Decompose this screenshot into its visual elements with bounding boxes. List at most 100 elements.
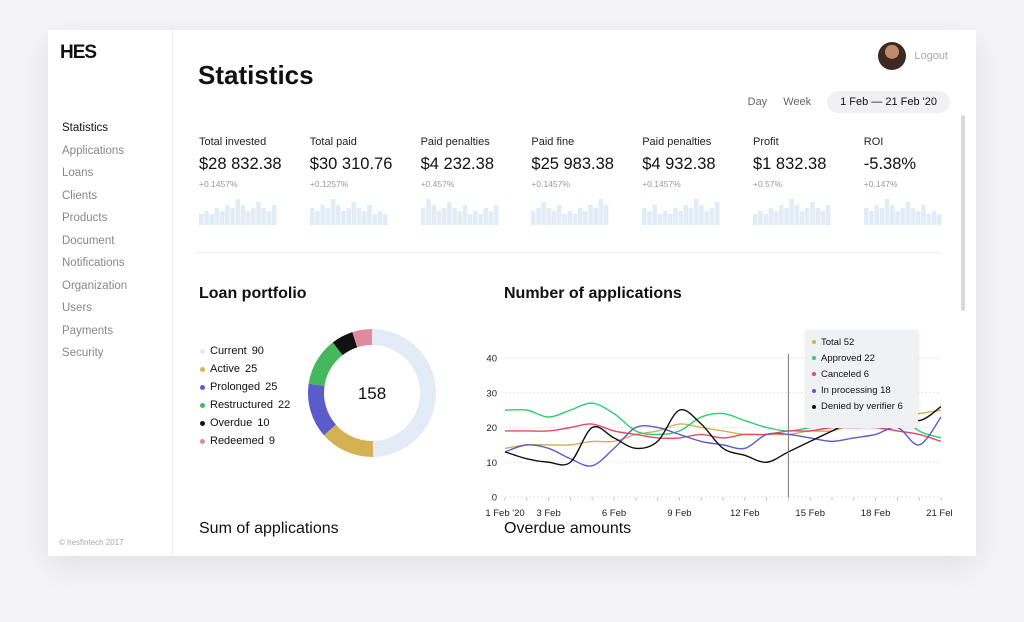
sparkline-bar [266,211,272,225]
sidebar-item-security[interactable]: Security [62,347,104,359]
sparkline-bar [482,208,488,225]
metric-delta: +0.1257% [309,179,349,189]
sparkline-bar [714,202,720,225]
sparkline-bar [456,211,462,225]
sidebar-item-organization[interactable]: Organization [62,279,128,292]
legend-item: Prolonged 25 [200,378,290,396]
sparkline-bar [763,214,768,225]
sparkline-bar [662,211,668,225]
date-range: Day Week 1 Feb — 21 Feb '20 [748,91,950,113]
sidebar-item-loans[interactable]: Loans [62,167,94,179]
sparkline-bar [794,205,800,225]
sparkline-bar [673,208,678,225]
metric-sparkline [531,199,609,225]
metric-card: Paid fine $25 983.38 +0.1457% [531,136,631,225]
donut-slice [308,383,336,436]
sidebar-item-users[interactable]: Users [62,302,93,314]
metric-card: ROI -5.38% +0.147% [863,136,964,225]
metric-card: Paid penalties $4 232.38 +0.457% [420,136,521,225]
metric-delta: +0.57% [753,179,783,189]
sparkline-bar [320,205,325,225]
page-title: Statistics [198,60,314,90]
sparkline-bar [330,199,336,225]
x-tick-label: 6 Feb [602,508,626,519]
tooltip-label: Approved 22 [821,352,875,364]
donut-slice [323,424,374,457]
x-tick-label: 12 Feb [730,508,760,519]
scrollbar[interactable] [961,115,965,311]
range-day-button[interactable]: Day [747,96,768,108]
sparkline-bar [768,208,774,225]
legend-value: 25 [265,381,278,393]
legend-value: 25 [244,363,258,375]
tooltip-label: Total 52 [821,336,855,348]
sparkline-bar [879,208,884,225]
sparkline-bar [593,208,599,225]
sidebar-item-notifications[interactable]: Notifications [62,257,125,269]
sparkline-bar [314,211,320,225]
legend-dot [200,438,205,444]
date-range-picker[interactable]: 1 Feb — 21 Feb '20 [827,91,950,113]
legend-item: Redeemed 9 [200,432,290,450]
sidebar-item-document[interactable]: Document [62,234,115,247]
tooltip-label: Canceled 6 [821,368,870,380]
metric-value: $1 832.38 [753,155,827,173]
sparkline-bar [309,208,315,225]
sidebar-item-products[interactable]: Products [62,212,108,224]
metric-sparkline [863,199,942,225]
logo: HES [60,42,97,63]
sparkline-bar [377,211,382,225]
donut-slice [332,332,358,356]
chart-tooltip: Total 52 Approved 22 Canceled 6 In processi… [806,330,918,428]
logout-link[interactable]: Logout [914,50,948,62]
sparkline-bar [863,208,869,225]
legend-dot [200,384,205,390]
sparkline-bar [441,208,446,225]
sidebar-item-applications[interactable]: Applications [62,144,125,157]
x-tick-label: 9 Feb [667,508,691,519]
loan-portfolio-donut: 158 [308,329,436,457]
legend-label: Prolonged [210,381,261,393]
sidebar-item-payments[interactable]: Payments [62,324,114,337]
sparkline-bar [789,199,794,225]
sparkline-bar [472,211,478,225]
legend-item: Active 25 [200,360,290,378]
sparkline-bar [552,211,557,225]
metric-label: Total paid [309,136,357,148]
legend-dot [200,348,205,354]
sparkline-bar [889,205,895,225]
metric-label: Paid fine [531,136,575,148]
metric-label: Paid penalties [420,136,490,148]
y-tick-label: 10 [486,458,497,469]
sparkline-bar [204,211,209,225]
metric-value: -5.38% [863,155,917,173]
overdue-amounts-title: Overdue amounts [504,520,632,537]
metric-value: $4 232.38 [420,155,494,173]
tooltip-dot [812,404,816,409]
sparkline-bar [936,214,942,225]
donut-slice [308,342,343,386]
sparkline-bar [446,202,452,225]
sparkline-bar [683,205,689,225]
sparkline-bar [779,205,784,225]
avatar-icon[interactable] [878,42,907,70]
sparkline-bar [652,205,658,225]
sparkline-bar [810,202,815,225]
sidebar-item-clients[interactable]: Clients [62,189,98,202]
loan-portfolio-legend: Current 90 Active 25 Prolonged 25 Restructured… [200,342,290,450]
metric-value: $25 983.38 [531,155,614,173]
metric-card: Total paid $30 310.76 +0.1257% [309,136,410,225]
tooltip-row: Approved 22 [806,350,918,366]
series-line [504,416,942,467]
legend-item: Overdue 10 [200,414,290,432]
sparkline-bar [214,208,220,225]
range-week-button[interactable]: Week [783,96,812,108]
sidebar-item-statistics[interactable]: Statistics [62,122,109,134]
sparkline-bar [557,205,562,225]
sparkline-bar [356,208,362,225]
sparkline-bar [709,208,715,225]
sparkline-bar [346,208,351,225]
metric-sparkline [642,199,720,225]
divider [198,252,940,253]
sparkline-bar [361,211,367,225]
